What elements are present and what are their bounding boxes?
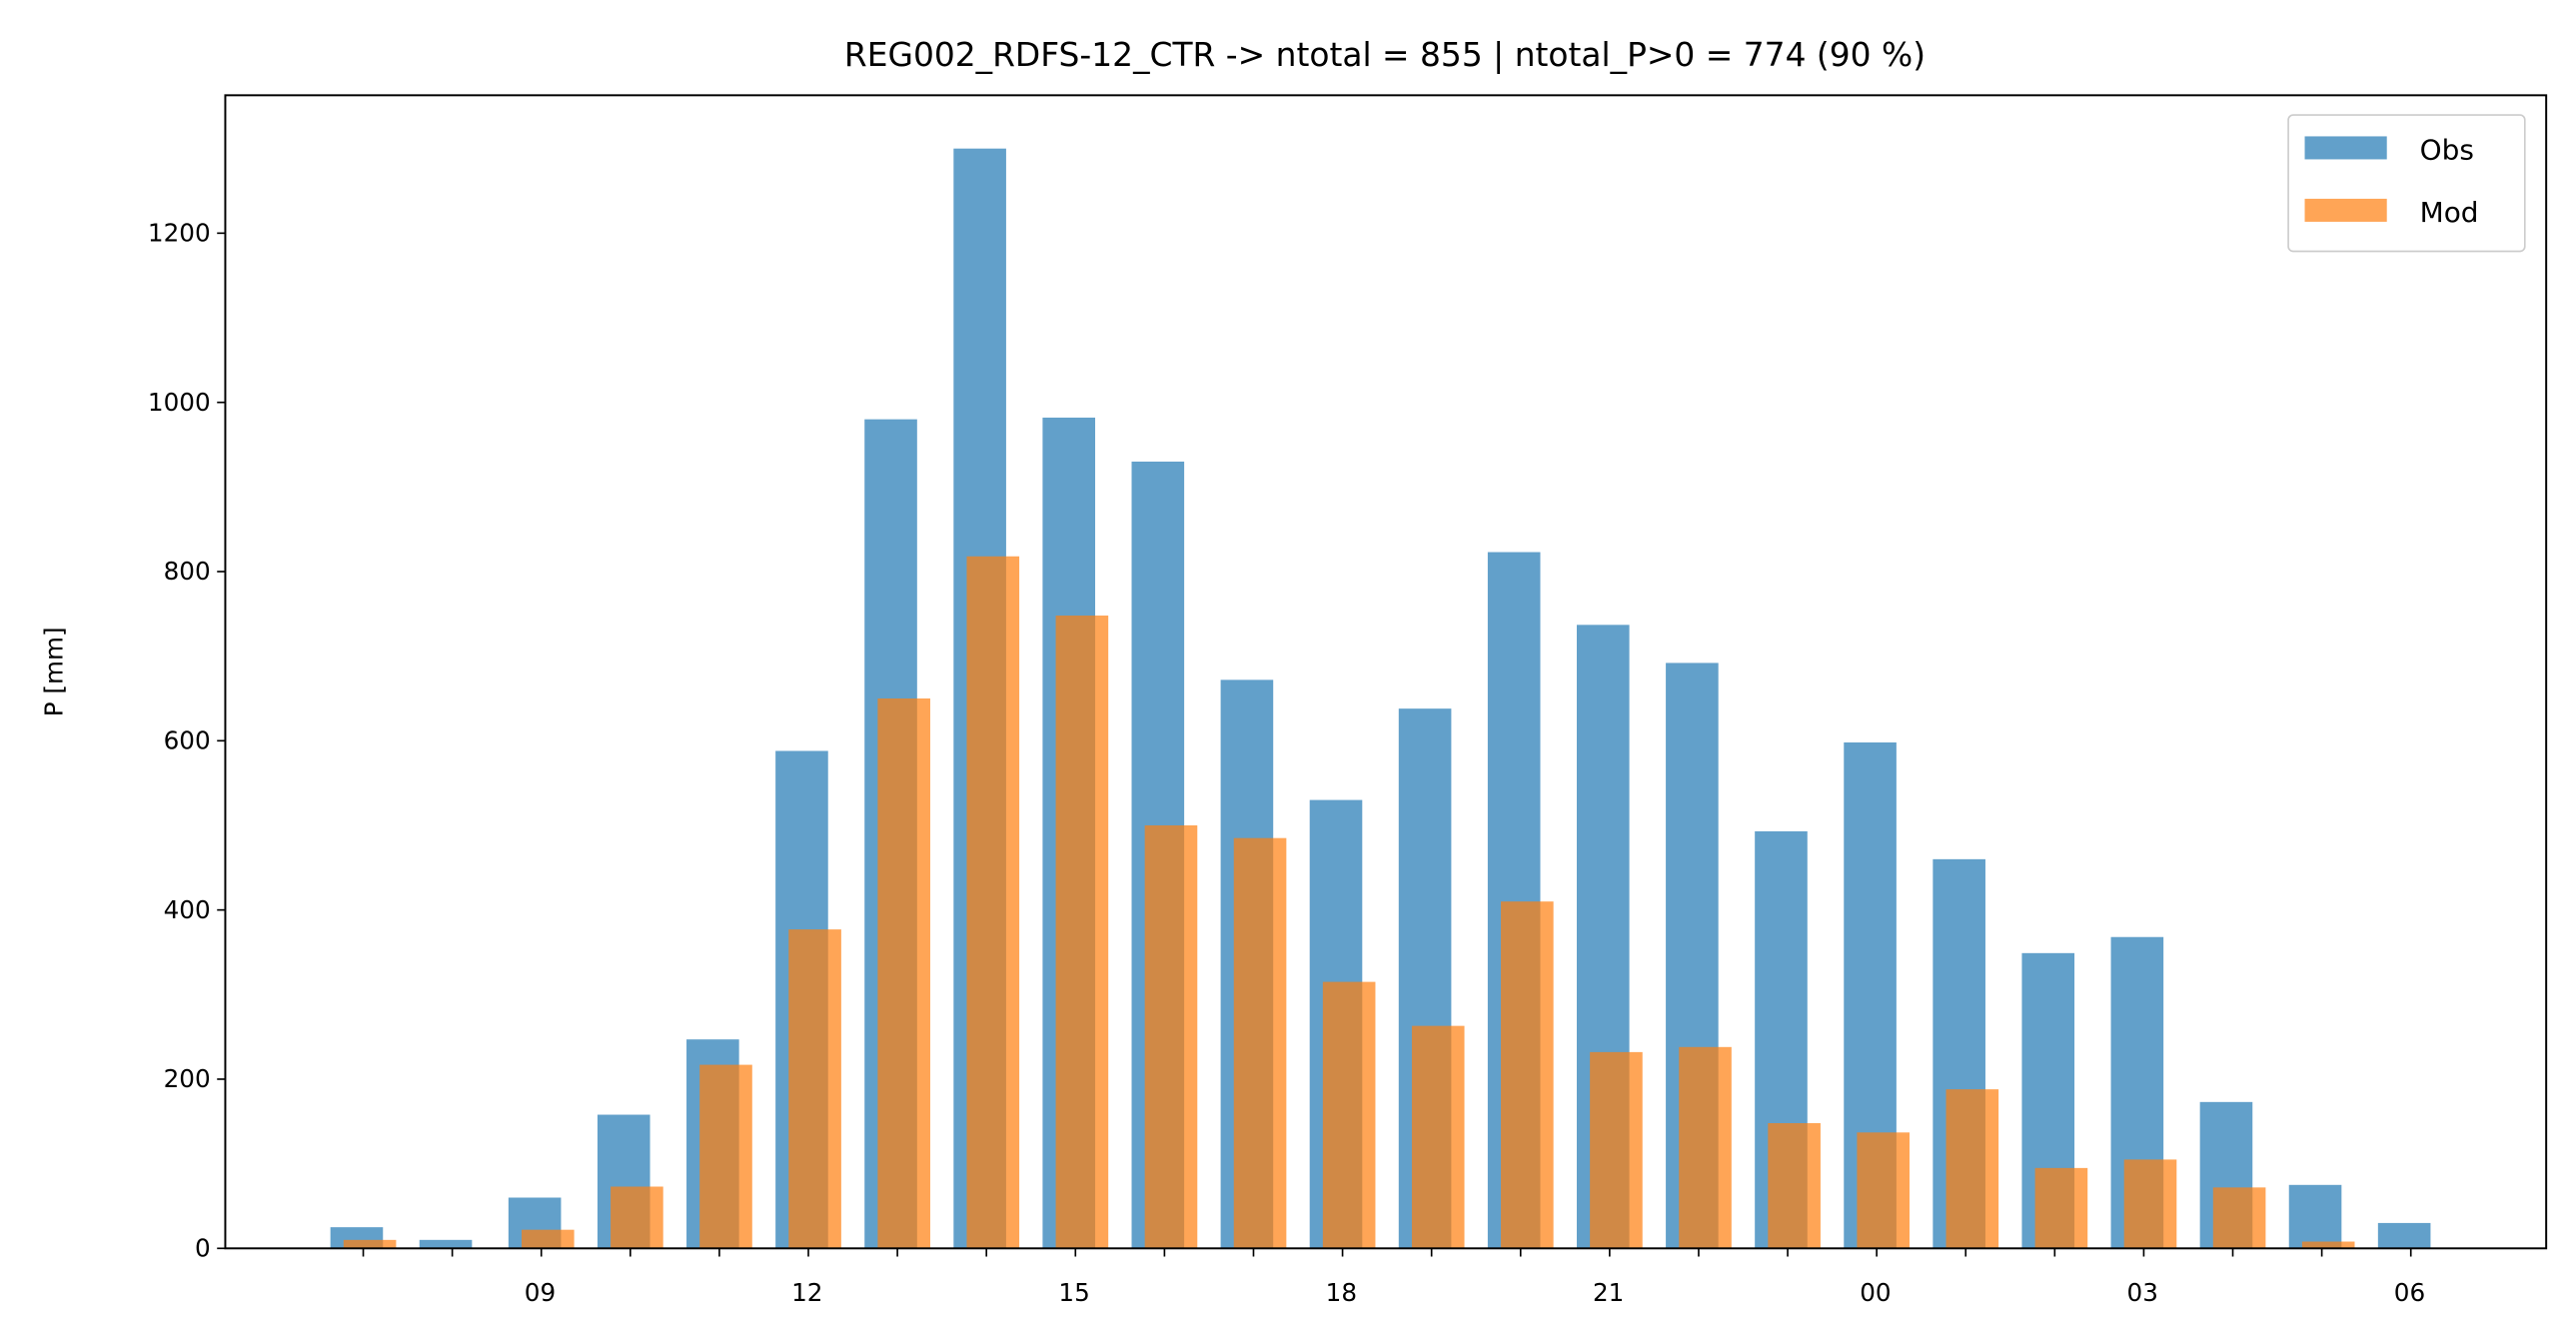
legend-box xyxy=(2287,114,2526,253)
bar xyxy=(788,929,841,1249)
bar xyxy=(1055,616,1109,1249)
y-tick-label: 0 xyxy=(195,1234,211,1263)
bar xyxy=(343,1239,397,1249)
bar xyxy=(2288,1184,2342,1249)
y-tick-label: 400 xyxy=(164,895,211,924)
x-tick-label: 09 xyxy=(525,1278,556,1307)
legend-label: Mod xyxy=(2420,196,2479,229)
bar xyxy=(2034,1167,2088,1249)
y-tick-label: 600 xyxy=(164,726,211,755)
bar xyxy=(966,556,1020,1249)
legend-swatch xyxy=(2304,198,2387,222)
bar xyxy=(1857,1132,1911,1249)
bar xyxy=(1945,1089,1999,1249)
bar xyxy=(1233,837,1287,1249)
x-tick-label: 21 xyxy=(1593,1278,1624,1307)
bar xyxy=(2301,1241,2355,1249)
bar xyxy=(1501,901,1554,1249)
bar xyxy=(611,1186,663,1249)
bar xyxy=(877,697,930,1249)
bar xyxy=(1322,981,1376,1249)
y-tick-label: 1200 xyxy=(148,219,211,248)
x-tick-label: 00 xyxy=(1860,1278,1891,1307)
x-tick-label: 06 xyxy=(2394,1278,2425,1307)
bar xyxy=(1768,1123,1821,1249)
bar xyxy=(521,1229,575,1249)
bar xyxy=(1590,1051,1643,1249)
chart-title: REG002_RDFS-12_CTR -> ntotal = 855 | nto… xyxy=(844,35,1926,74)
bar xyxy=(1144,824,1198,1249)
legend-label: Obs xyxy=(2420,133,2474,166)
y-tick-label: 200 xyxy=(164,1064,211,1093)
bar xyxy=(2123,1159,2177,1249)
y-tick-label: 1000 xyxy=(148,388,211,417)
x-tick-label: 12 xyxy=(791,1278,822,1307)
x-tick-label: 03 xyxy=(2127,1278,2158,1307)
bar xyxy=(2212,1187,2266,1249)
legend-swatch xyxy=(2304,136,2387,160)
bar xyxy=(419,1239,473,1249)
x-tick-label: 15 xyxy=(1058,1278,1089,1307)
bar xyxy=(1411,1025,1465,1249)
bar xyxy=(699,1064,752,1249)
bar xyxy=(2377,1222,2431,1249)
plot-frame xyxy=(224,94,2548,1250)
y-tick-label: 800 xyxy=(164,557,211,586)
x-tick-label: 18 xyxy=(1326,1278,1357,1307)
y-axis-label: P [mm] xyxy=(40,627,69,716)
bar xyxy=(1679,1046,1732,1249)
